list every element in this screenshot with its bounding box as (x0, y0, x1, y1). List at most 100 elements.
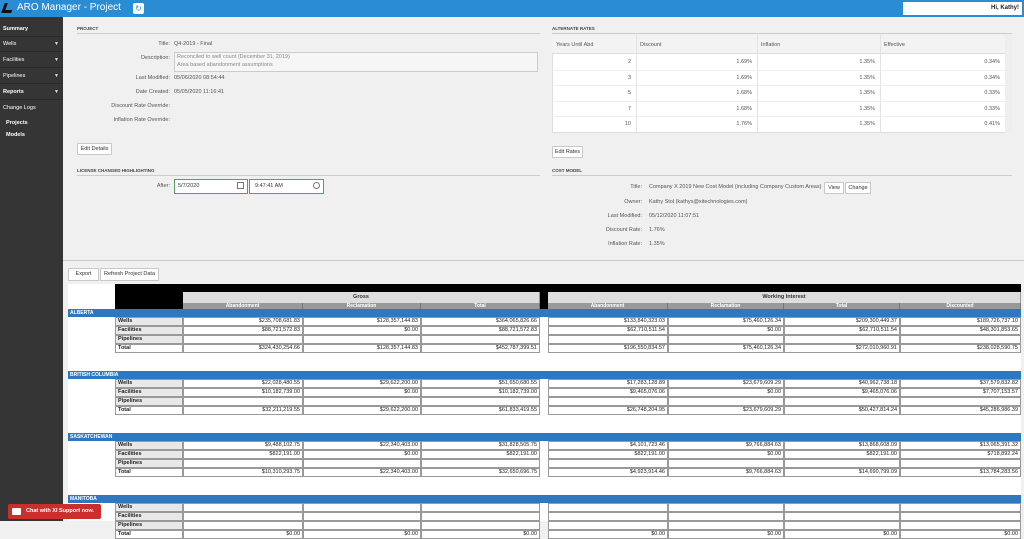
value-cell (548, 512, 668, 521)
column-header: Discount (640, 42, 662, 48)
row-label: Facilities (115, 388, 183, 397)
sidebar-item[interactable]: Facilities (3, 57, 25, 63)
edit-rates-button[interactable]: Edit Rates (552, 146, 583, 158)
value-cell: $75,460,126.34 (668, 344, 784, 353)
value-cell: $29,622,200.00 (303, 379, 421, 388)
value-cell (303, 459, 421, 468)
sidebar-item[interactable]: Pipelines (3, 73, 26, 79)
value-cell (900, 512, 1021, 521)
value-cell (784, 459, 900, 468)
caret: ▼ (54, 73, 59, 79)
row-label: Pipelines (115, 459, 183, 468)
column-header: Inflation (761, 42, 781, 48)
sidebar-item[interactable]: Wells (3, 41, 17, 47)
cost-model-button[interactable]: View (824, 182, 844, 194)
value-cell: $0.00 (303, 388, 421, 397)
sidebar-item[interactable]: Summary (3, 26, 29, 32)
column-header: Total (421, 303, 540, 310)
description-line: Reconciled to well count (December 31, 2… (177, 54, 290, 60)
value-cell: $0.00 (784, 530, 900, 539)
value-cell: $22,028,480.55 (183, 379, 303, 388)
value-cell: $9,766,884.63 (668, 468, 784, 477)
divider (63, 260, 1024, 261)
value-cell (183, 512, 303, 521)
value-cell (784, 512, 900, 521)
value-cell (183, 459, 303, 468)
sidebar-item[interactable]: Models (6, 132, 25, 138)
field-label: Title: (630, 184, 642, 190)
date-input[interactable]: 5/7/2020 (174, 179, 248, 194)
value-cell: $0.00 (421, 530, 540, 539)
value-cell: $189,726,737.10 (900, 317, 1021, 326)
row-label: Wells (115, 441, 183, 450)
value-cell (421, 521, 540, 530)
refresh-icon[interactable]: ↻ (133, 3, 144, 14)
value-cell (421, 335, 540, 344)
rate-cell: 1.68% (736, 105, 752, 112)
rate-cell: 10 (624, 121, 631, 127)
value-cell (784, 397, 900, 406)
section-heading: PROJECT (77, 26, 99, 31)
calendar-icon (237, 182, 244, 189)
section-heading: ALTERNATE RATES (552, 26, 595, 31)
value-cell: $209,300,449.37 (784, 317, 900, 326)
value-cell: $324,430,254.66 (183, 344, 303, 353)
row-label: Pipelines (115, 397, 183, 406)
value-cell (900, 503, 1021, 512)
value-cell: $50,427,814.24 (784, 406, 900, 415)
value-cell: $88,721,572.83 (183, 326, 303, 335)
value-cell: $62,710,511.54 (548, 326, 668, 335)
value-cell: $822,191.00 (784, 450, 900, 459)
rate-cell: 1.76% (736, 121, 752, 127)
rate-cell: 7 (627, 105, 631, 112)
value-cell (668, 397, 784, 406)
row-divider (552, 116, 1005, 117)
toolbar-button[interactable]: Export (68, 268, 99, 281)
chat-button[interactable]: Chat with XI Support now. (8, 504, 101, 519)
edit-details-button[interactable]: Edit Details (77, 143, 112, 155)
value-cell: $0.00 (668, 388, 784, 397)
section-heading: COST MODEL (552, 168, 582, 173)
toolbar-button[interactable]: Refresh Project Data (100, 268, 159, 281)
row-label: Wells (115, 379, 183, 388)
field-value: 05/12/2020 11:07:51 (649, 213, 700, 219)
time-input[interactable]: 9:47:41 AM (249, 179, 324, 194)
value-cell: $10,182,739.00 (183, 388, 303, 397)
cost-model-button[interactable]: Change (845, 182, 871, 194)
column-header: Abandonment (183, 303, 303, 310)
value-cell (421, 512, 540, 521)
field-label: Title: (158, 41, 170, 47)
value-cell (784, 503, 900, 512)
section-rule (552, 33, 1012, 34)
column-divider (757, 35, 758, 133)
value-cell: $88,721,572.83 (421, 326, 540, 335)
field-label: Last Modified: (135, 75, 170, 81)
value-cell (668, 503, 784, 512)
app-title: ARO Manager - Project (17, 2, 121, 13)
value-cell: $822,191.00 (548, 450, 668, 459)
value-cell: $272,010,960.91 (784, 344, 900, 353)
value-cell: $4,923,914.46 (548, 468, 668, 477)
group-header: Working Interest (548, 292, 1021, 303)
column-divider (636, 35, 637, 133)
value-cell (548, 459, 668, 468)
value-cell: $31,828,505.75 (421, 441, 540, 450)
value-cell: $10,182,739.00 (421, 388, 540, 397)
value-cell: $62,710,511.54 (784, 326, 900, 335)
field-value: 1.35% (649, 241, 665, 247)
column-header: Effective (884, 42, 905, 48)
value-cell (548, 397, 668, 406)
value-cell: $17,283,128.89 (548, 379, 668, 388)
value-cell: $235,708,681.83 (183, 317, 303, 326)
field-value: 05/05/2020 11:16:41 (174, 89, 225, 95)
sidebar-divider (0, 99, 63, 100)
rate-cell: 1.68% (736, 90, 752, 96)
sidebar-item[interactable]: Projects (6, 120, 28, 126)
value-cell: $10,310,293.75 (183, 468, 303, 477)
sidebar-item[interactable]: Reports (3, 89, 24, 95)
value-cell (900, 459, 1021, 468)
value-cell: $822,191.00 (183, 450, 303, 459)
value-cell (183, 521, 303, 530)
sidebar-item[interactable]: Change Logs (3, 105, 36, 111)
